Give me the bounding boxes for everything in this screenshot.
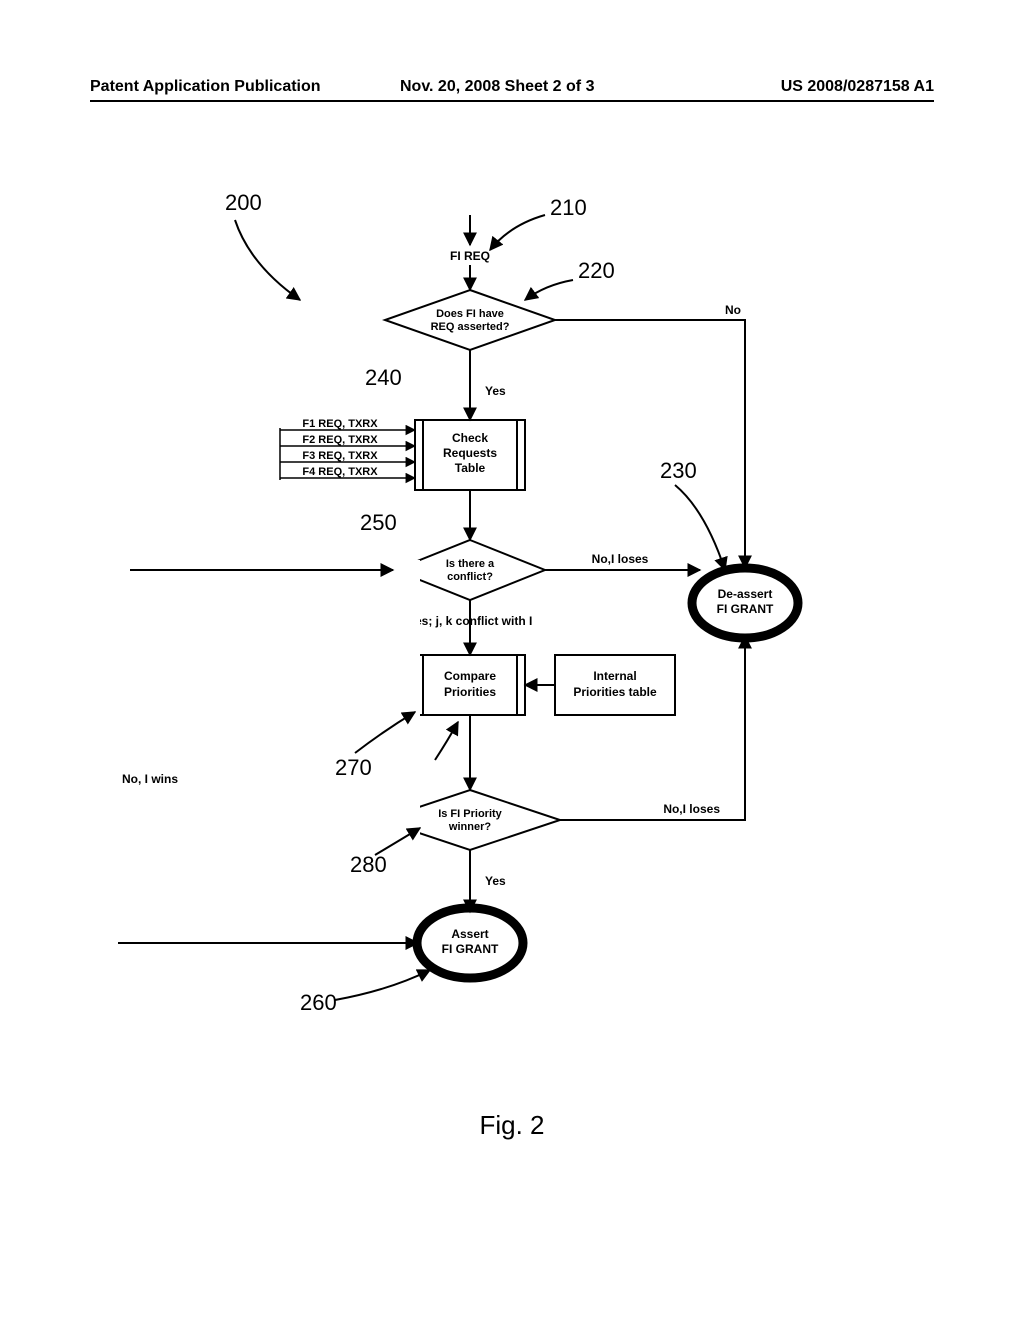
edge-winner-no xyxy=(560,636,745,820)
lbl-yes1: Yes xyxy=(485,384,506,398)
leader-220 xyxy=(525,280,573,300)
ref-230: 230 xyxy=(660,458,697,483)
decision-req xyxy=(385,290,555,350)
lbl-no-iwins: No, I wins xyxy=(122,772,178,786)
leader-210 xyxy=(490,215,545,250)
leader-270b xyxy=(435,722,458,760)
d-req-l1: Does FI have xyxy=(436,308,504,320)
t-assert-l2: FI GRANT xyxy=(442,942,499,956)
lbl-winner-no: No,I loses xyxy=(663,802,720,816)
d-req-l2: REQ asserted? xyxy=(431,321,510,333)
d-winner-l1: Is FI Priority xyxy=(438,808,502,820)
ref-270: 270 xyxy=(335,755,372,780)
ref-280: 280 xyxy=(350,852,387,877)
ref-240: 240 xyxy=(365,365,402,390)
ref-250: 250 xyxy=(360,510,397,535)
p-internal-l1: Internal xyxy=(593,669,636,683)
inputs-check: F1 REQ, TXRX F2 REQ, TXRX F3 REQ, TXRX F… xyxy=(280,418,415,480)
ref-200: 200 xyxy=(225,190,262,215)
ref-220: 220 xyxy=(578,258,615,283)
leader-260 xyxy=(335,970,430,1000)
lbl-conflict-yes: Yes; j, k conflict with I xyxy=(408,614,533,628)
ref-260: 260 xyxy=(300,990,337,1015)
t-assert-l1: Assert xyxy=(451,927,488,941)
p-compare-l1: Compare xyxy=(444,669,496,683)
leader-230 xyxy=(675,485,725,570)
start-label: FI REQ xyxy=(450,249,490,263)
figure-caption: Fig. 2 xyxy=(0,1110,1024,1141)
leader-200 xyxy=(235,220,300,300)
p-check-l3: Table xyxy=(455,461,486,475)
edge-dreq-no xyxy=(555,320,745,568)
p-check-l2: Requests xyxy=(443,446,497,460)
t-deassert-l2: FI GRANT xyxy=(717,602,774,616)
p-check-l1: Check xyxy=(452,431,488,445)
d-conflict-l1: Is there a xyxy=(446,558,495,570)
svg-text:F3 REQ, TXRX: F3 REQ, TXRX xyxy=(302,450,378,462)
d-conflict-l2: conflict? xyxy=(447,571,493,583)
ref-210: 210 xyxy=(550,195,587,220)
d-winner-l2: winner? xyxy=(448,821,491,833)
p-internal-l2: Priorities table xyxy=(573,685,657,699)
p-compare-l2: Priorities xyxy=(444,685,496,699)
svg-text:F2 REQ, TXRX: F2 REQ, TXRX xyxy=(302,434,378,446)
lbl-no-top: No xyxy=(725,303,741,317)
lbl-conflict-no: No,I loses xyxy=(592,552,649,566)
svg-text:F4 REQ, TXRX: F4 REQ, TXRX xyxy=(302,466,378,478)
lbl-yes2: Yes xyxy=(485,874,506,888)
t-deassert-l1: De-assert xyxy=(718,587,773,601)
svg-text:F1 REQ, TXRX: F1 REQ, TXRX xyxy=(302,418,378,430)
